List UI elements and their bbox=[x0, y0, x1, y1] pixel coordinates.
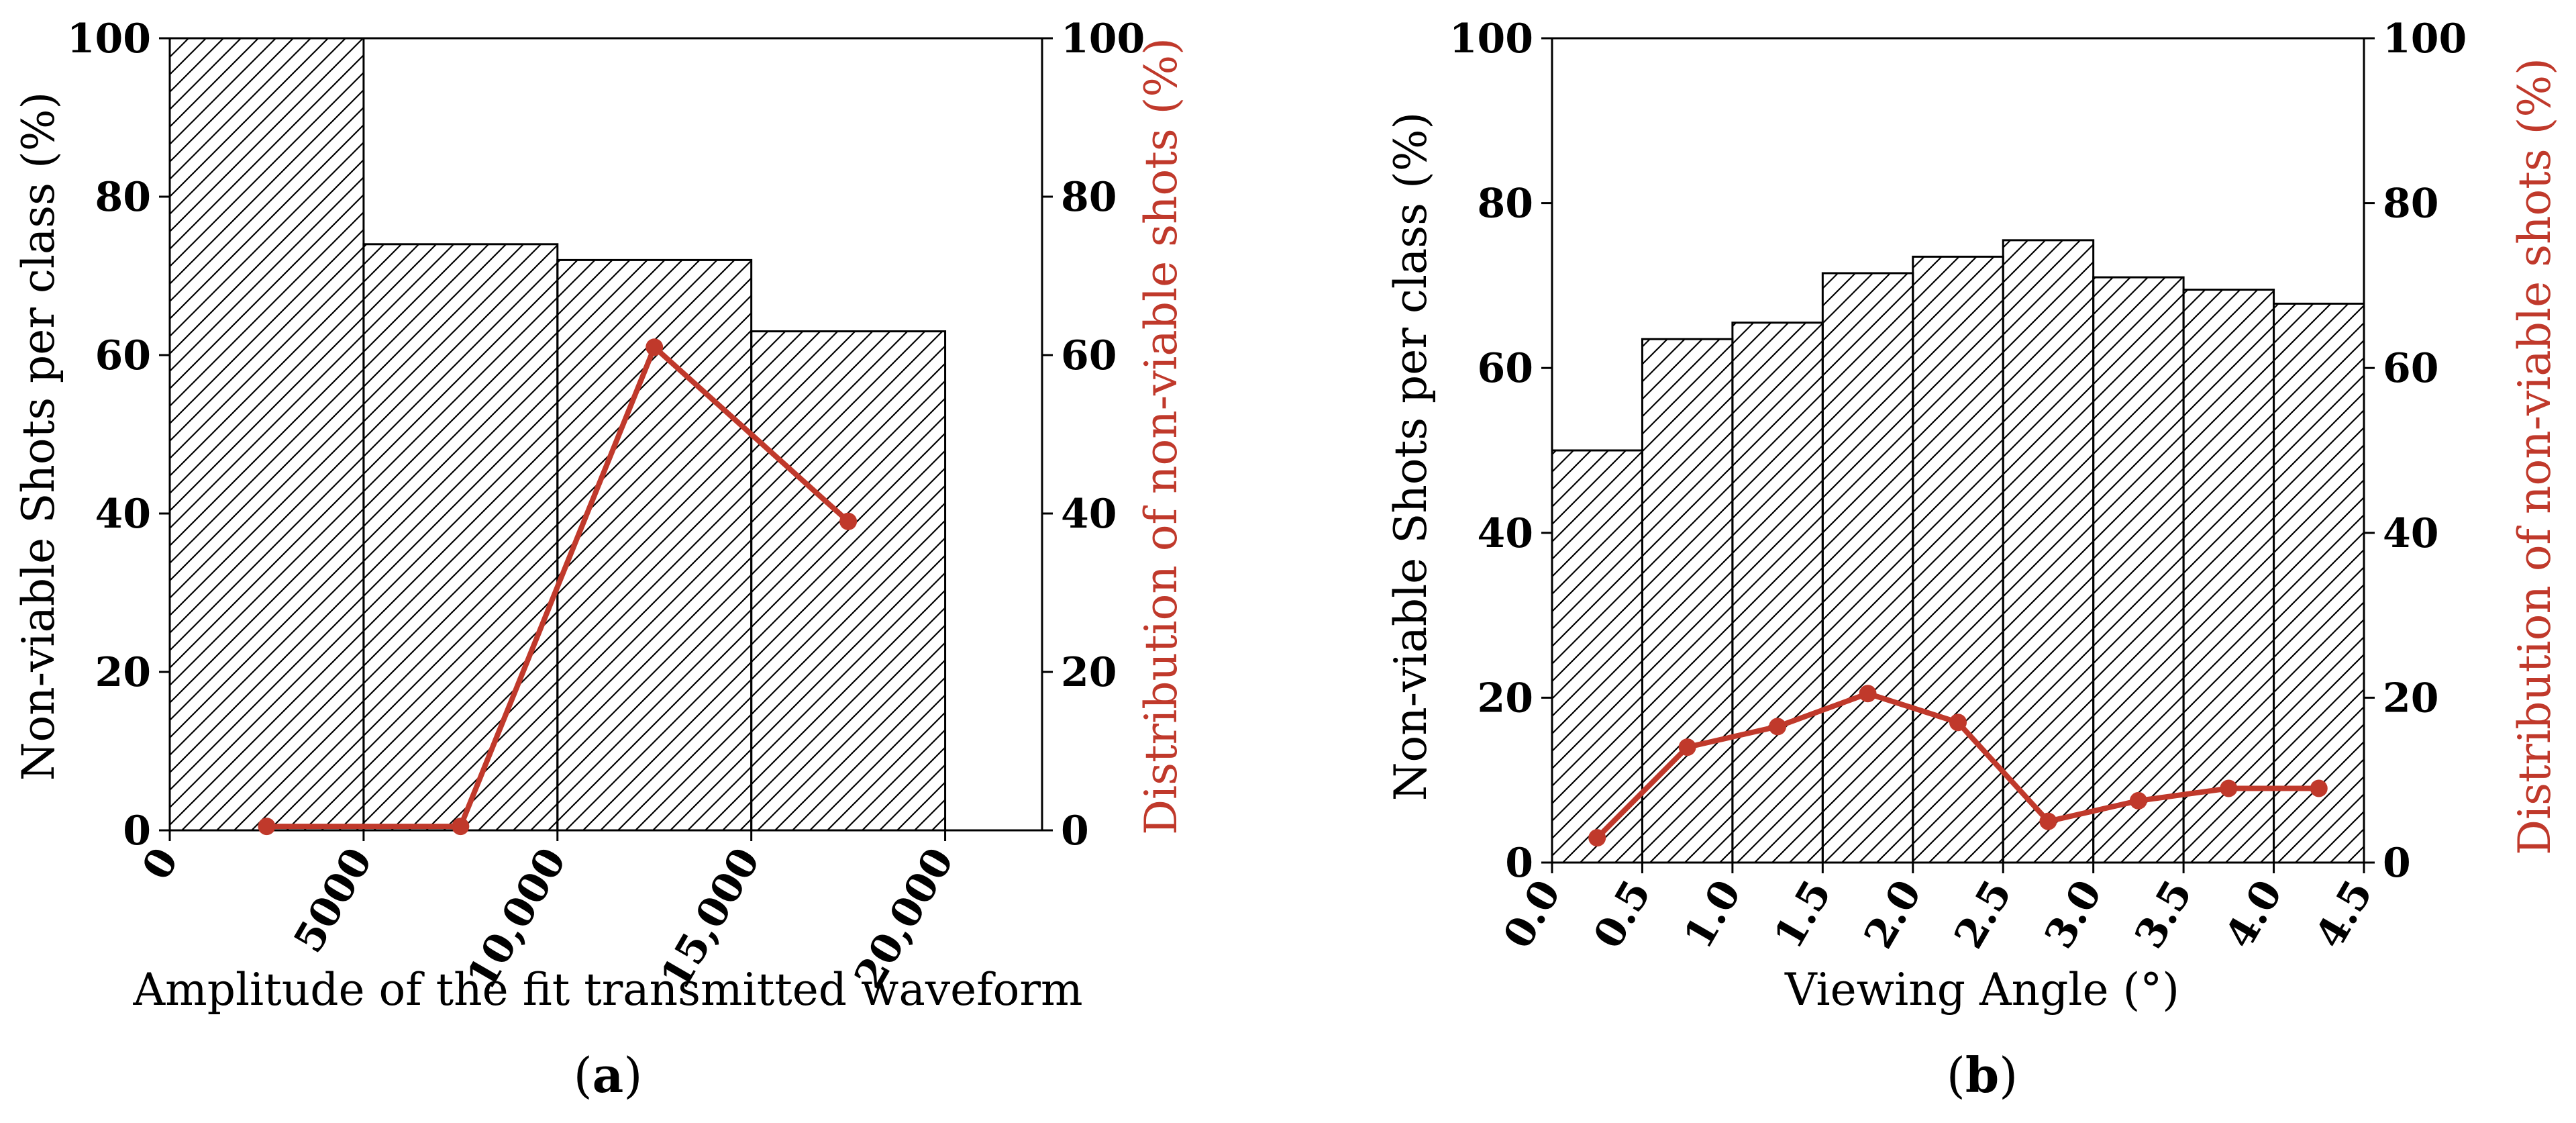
y2-tick-label: 0 bbox=[2383, 840, 2411, 887]
y-tick-label: 0 bbox=[1505, 840, 1533, 887]
y-tick-label: 40 bbox=[95, 491, 152, 538]
bars bbox=[1551, 239, 2365, 864]
x-tick-label: 4.0 bbox=[2216, 873, 2292, 957]
y-tick-label: 20 bbox=[1478, 675, 1534, 722]
y-axis-label: Non-viable Shots per class (%) bbox=[13, 92, 64, 781]
bar bbox=[1641, 338, 1734, 864]
x-tick-label: 1.5 bbox=[1765, 873, 1841, 957]
series-point bbox=[2220, 779, 2238, 797]
y-tick-label: 20 bbox=[95, 649, 152, 696]
series-point bbox=[1678, 738, 1696, 756]
y2-tick-label: 20 bbox=[1061, 649, 1117, 696]
bar bbox=[750, 330, 947, 832]
y2-tick-label: 20 bbox=[2383, 675, 2439, 722]
x-tick-label: 4.5 bbox=[2306, 873, 2382, 957]
series-point bbox=[258, 818, 276, 836]
y-tick-label: 0 bbox=[123, 808, 151, 855]
caption-letter: a bbox=[593, 1046, 624, 1104]
y2-axis-label: Distribution of non-viable shots (%) bbox=[1135, 38, 1187, 835]
axes bbox=[1541, 37, 2375, 873]
bar bbox=[1551, 449, 1643, 864]
bar bbox=[2002, 239, 2095, 864]
caption: (a) bbox=[574, 1046, 643, 1104]
y2-axis-label: Distribution of non-viable shots (%) bbox=[2509, 58, 2561, 855]
x-tick-label: 1.0 bbox=[1675, 873, 1751, 957]
series-point bbox=[839, 512, 858, 530]
series-point bbox=[1859, 685, 1877, 703]
y2-tick-label: 40 bbox=[1061, 491, 1117, 538]
series-point bbox=[1769, 718, 1787, 736]
x-tick-label: 0.5 bbox=[1585, 873, 1661, 957]
series-point bbox=[2129, 791, 2147, 810]
bar bbox=[168, 37, 365, 832]
series-line bbox=[264, 344, 852, 830]
x-tick-label: 2.5 bbox=[1945, 873, 2021, 957]
caption-letter: b bbox=[1965, 1046, 1999, 1104]
series-point bbox=[452, 818, 470, 836]
bar bbox=[1731, 322, 1824, 864]
series-point bbox=[2039, 812, 2057, 830]
y2-tick-label: 100 bbox=[2383, 15, 2467, 62]
x-tick-label: 2.0 bbox=[1855, 873, 1931, 957]
y-tick-label: 60 bbox=[1478, 345, 1534, 392]
x-tick-label: 3.0 bbox=[2036, 873, 2112, 957]
y-tick-label: 60 bbox=[95, 332, 152, 379]
series-point bbox=[1949, 714, 1967, 732]
axes bbox=[159, 37, 1053, 841]
y-axis-label: Non-viable Shots per class (%) bbox=[1385, 112, 1437, 801]
bar bbox=[2273, 302, 2365, 864]
red-line-series bbox=[1588, 685, 2328, 847]
series-point bbox=[1588, 829, 1606, 847]
series-point bbox=[2310, 779, 2328, 797]
y2-tick-label: 0 bbox=[1061, 808, 1089, 855]
y2-tick-label: 100 bbox=[1061, 15, 1145, 62]
series-point bbox=[646, 338, 664, 356]
x-axis-label: Amplitude of the fit transmitted wavefor… bbox=[132, 964, 1082, 1016]
y-tick-label: 100 bbox=[67, 15, 151, 62]
x-axis-label: Viewing Angle (°) bbox=[1784, 964, 2179, 1016]
bar bbox=[1821, 272, 1914, 864]
y2-tick-label: 40 bbox=[2383, 510, 2439, 557]
bar bbox=[2182, 289, 2275, 864]
x-tick-label: 3.5 bbox=[2126, 873, 2202, 957]
bars bbox=[168, 37, 947, 832]
y2-tick-label: 60 bbox=[1061, 332, 1117, 379]
x-tick-label: 5000 bbox=[285, 840, 382, 961]
bar bbox=[2092, 276, 2185, 864]
caption: (b) bbox=[1947, 1046, 2018, 1104]
bar bbox=[362, 243, 559, 832]
y-tick-label: 80 bbox=[95, 174, 152, 221]
red-line-series bbox=[258, 338, 858, 836]
y-tick-label: 40 bbox=[1478, 510, 1534, 557]
y2-tick-label: 80 bbox=[2383, 181, 2439, 228]
y2-tick-label: 80 bbox=[1061, 174, 1117, 221]
bar bbox=[1912, 255, 2004, 864]
y-tick-label: 80 bbox=[1478, 181, 1534, 228]
y2-tick-label: 60 bbox=[2383, 345, 2439, 392]
y-tick-label: 100 bbox=[1449, 15, 1533, 62]
